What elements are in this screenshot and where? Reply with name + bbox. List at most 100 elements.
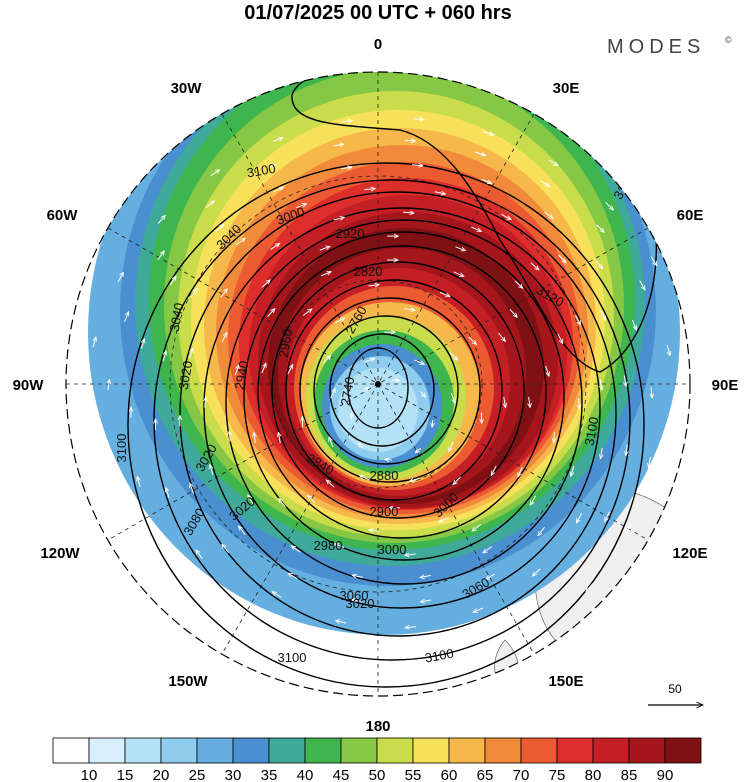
- wind-vector: [234, 365, 239, 376]
- contour-label: 2820: [354, 264, 383, 279]
- wind-vector: [373, 651, 385, 652]
- wind-vector: [93, 337, 96, 348]
- lon-label-90e: 90E: [712, 377, 739, 394]
- wind-vector: [248, 495, 254, 505]
- wind-vector: [279, 432, 281, 444]
- contour-label: 3120: [610, 169, 637, 202]
- wind-vector: [571, 465, 575, 476]
- colorbar-tick-label: 55: [405, 767, 422, 782]
- wind-vector: [439, 291, 450, 296]
- latitude-circle-middle: [169, 175, 587, 593]
- colorbar-tick-label: 85: [621, 767, 638, 782]
- lon-label-90w: 90W: [13, 377, 45, 394]
- wind-vector: [432, 419, 433, 427]
- colorbar-swatch: [232, 737, 270, 764]
- wind-vector: [261, 280, 270, 288]
- colorbar-swatch: [556, 737, 594, 764]
- wind-vector: [340, 167, 352, 169]
- contour-label: 2880: [370, 468, 399, 483]
- wind-vector: [468, 336, 477, 345]
- wind-vector: [279, 499, 286, 508]
- wind-vector: [413, 119, 424, 120]
- wind-vector: [578, 398, 579, 409]
- wind-vector: [157, 251, 164, 260]
- wind-vector: [455, 246, 465, 251]
- height-contour: [127, 162, 645, 688]
- wind-vector: [364, 358, 375, 363]
- contour-label: 2740: [338, 376, 358, 407]
- wind-vector: [448, 441, 454, 452]
- colorbar-swatch: [340, 737, 378, 764]
- colorbar-swatch: [412, 737, 450, 764]
- wind-vector: [604, 511, 610, 522]
- colorbar-swatch: [304, 737, 342, 764]
- colorbar-tick-label: 10: [81, 767, 98, 782]
- wind-vector: [336, 621, 347, 624]
- contour-label: 2940: [232, 360, 252, 391]
- wind-vector: [162, 542, 169, 552]
- wind-vector: [108, 450, 109, 461]
- wind-vector: [205, 201, 215, 208]
- wind-vector: [554, 431, 555, 443]
- wind-vector: [485, 573, 496, 580]
- lon-label-30e: 30E: [553, 80, 580, 97]
- wind-vector: [409, 477, 420, 482]
- wind-vector: [137, 477, 140, 488]
- wind-vector: [158, 580, 165, 590]
- colorbar-tick-label: 50: [369, 767, 386, 782]
- wind-vector: [190, 289, 197, 298]
- wind-vector: [565, 570, 573, 579]
- wind-vector: [206, 632, 215, 640]
- wind-vector: [267, 309, 275, 317]
- wind-vector: [601, 447, 603, 459]
- wind-vector: [444, 644, 455, 647]
- colorbar: 10 15 20 25 30 35 40 45 50 55 60 65 70 75 80 85 90: [52, 737, 702, 782]
- height-contour: [243, 231, 565, 561]
- contour-label: 3100: [424, 646, 455, 666]
- contour-label: 2920: [336, 226, 365, 241]
- contour-label: 3100: [114, 434, 129, 463]
- colorbar-swatch: [268, 737, 306, 764]
- map-title: 01/07/2025 00 UTC + 060 hrs: [244, 2, 511, 24]
- wind-vector: [420, 391, 426, 398]
- wind-vector: [359, 443, 364, 449]
- wind-vector: [326, 480, 335, 488]
- colorbar-swatch: [196, 737, 234, 764]
- wind-vector: [272, 138, 283, 142]
- wind-vector: [333, 217, 345, 220]
- wind-vector: [369, 530, 380, 532]
- height-contour: [225, 219, 583, 585]
- contour-label: 3000: [378, 542, 407, 557]
- height-contour: [299, 297, 481, 483]
- wind-vector: [404, 699, 415, 700]
- wind-vector: [364, 189, 375, 190]
- colorbar-swatch: [124, 737, 162, 764]
- wind-vector: [352, 575, 363, 577]
- wind-vector: [667, 484, 670, 495]
- height-contour-3120: [291, 72, 657, 373]
- lon-label-0: 0: [374, 36, 382, 53]
- lon-label-120w: 120W: [40, 545, 80, 562]
- wind-vector: [545, 365, 549, 376]
- wind-vector: [322, 356, 331, 364]
- wind-vector: [534, 682, 544, 688]
- colorbar-swatch: [160, 737, 198, 764]
- wind-vector: [333, 144, 344, 146]
- latitude-circle-inner: [273, 279, 483, 489]
- wind-vector: [467, 710, 478, 713]
- wind-vector: [188, 348, 193, 359]
- wind-vector: [501, 213, 512, 219]
- colorbar-swatch: [592, 737, 630, 764]
- wind-vector: [326, 668, 337, 671]
- wind-vector: [530, 262, 539, 270]
- wind-vector: [483, 546, 493, 553]
- wind-vector: [108, 379, 109, 391]
- height-contour: [285, 279, 503, 501]
- wind-vector: [472, 524, 482, 532]
- wind-vector: [320, 271, 331, 277]
- wind-vector: [467, 661, 478, 665]
- wind-vector: [509, 309, 517, 317]
- contour-label: 3100: [582, 416, 602, 447]
